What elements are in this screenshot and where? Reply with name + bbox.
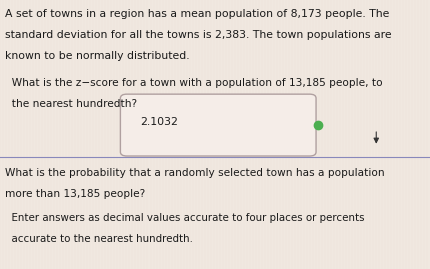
Text: What is the probability that a randomly selected town has a population: What is the probability that a randomly … [5,168,385,178]
Text: A set of towns in a region has a mean population of 8,173 people. The: A set of towns in a region has a mean po… [5,9,390,19]
Text: known to be normally distributed.: known to be normally distributed. [5,51,190,61]
FancyBboxPatch shape [120,94,316,156]
Text: the nearest hundredth?: the nearest hundredth? [5,99,137,109]
Text: more than 13,185 people?: more than 13,185 people? [5,189,145,199]
Text: accurate to the nearest hundredth.: accurate to the nearest hundredth. [5,234,193,244]
Text: 2.1032: 2.1032 [140,117,178,128]
Text: standard deviation for all the towns is 2,383. The town populations are: standard deviation for all the towns is … [5,30,392,40]
Text: What is the z−score for a town with a population of 13,185 people, to: What is the z−score for a town with a po… [5,78,383,88]
Text: Enter answers as decimal values accurate to four places or percents: Enter answers as decimal values accurate… [5,213,365,223]
